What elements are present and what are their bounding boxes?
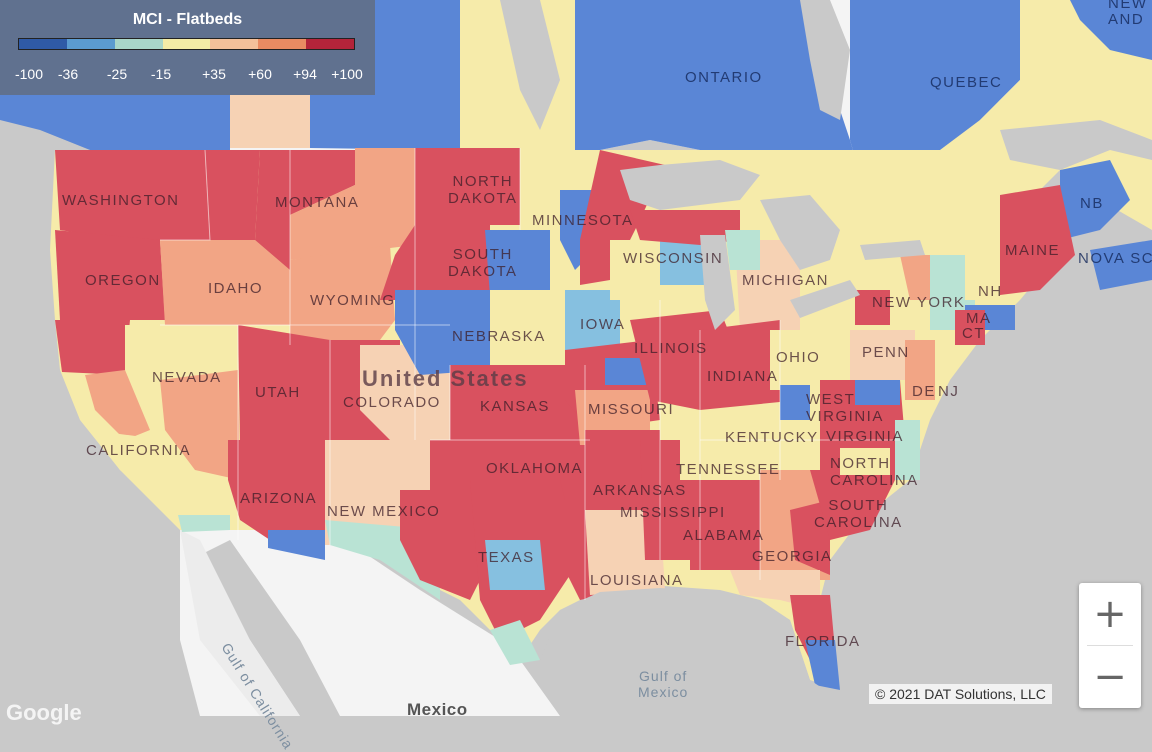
region-montana-west [255, 150, 355, 270]
region-ny-red [855, 290, 890, 325]
legend-swatch-5 [210, 39, 259, 49]
gulf-california [190, 540, 340, 716]
region-nebraska-east [490, 290, 560, 370]
region-vt [965, 255, 1000, 300]
legend-tick-8: +100 [331, 66, 363, 82]
state-borders [160, 148, 900, 600]
region-alabama [690, 480, 770, 570]
legend-tick-7: +94 [293, 66, 317, 82]
lake-ontario [860, 240, 925, 260]
region-east-mint [895, 420, 920, 480]
gulf-stlawrence [1000, 120, 1152, 170]
region-kentucky [700, 400, 800, 440]
region-kansas [450, 365, 585, 440]
region-wyoming [290, 245, 395, 345]
map-canvas[interactable] [0, 0, 1152, 716]
region-az-blue [268, 530, 325, 560]
legend-tick-6: +60 [248, 66, 272, 82]
ns-blue [1090, 240, 1152, 290]
alberta-peach [230, 95, 310, 148]
lake-winnipeg [500, 0, 560, 130]
lake-superior [620, 160, 760, 210]
lake-huron [760, 195, 840, 270]
lake-michigan [700, 235, 735, 330]
legend-tick-1: -100 [14, 66, 44, 82]
baja [180, 530, 300, 716]
region-nebraska-blue [395, 290, 490, 375]
region-arizona [228, 440, 330, 540]
legend-swatch-6 [258, 39, 307, 49]
region-texas-west [400, 490, 490, 600]
lake-erie [790, 280, 860, 318]
region-ca-mint [178, 515, 230, 532]
region-md-blue [855, 380, 900, 405]
color-legend: MCI - Flatbeds -100 -36 -25 -15 +35 +60 … [0, 0, 375, 95]
legend-swatch-7 [306, 39, 355, 49]
google-logo: Google [6, 700, 82, 725]
region-nc-yellow [840, 448, 890, 475]
canada-bc-blue [0, 95, 230, 150]
region-indiana [700, 320, 780, 420]
legend-tick-2: -36 [57, 66, 79, 82]
legend-swatch-1 [19, 39, 67, 49]
legend-tick-5: +35 [202, 66, 226, 82]
region-oregon [55, 230, 165, 320]
copyright-notice: © 2021 DAT Solutions, LLC [869, 684, 1052, 704]
labrador-blue [1070, 0, 1152, 60]
zoom-in-button[interactable]: + [1093, 591, 1127, 637]
region-montana-east [290, 148, 415, 260]
map-svg[interactable] [0, 0, 1152, 716]
region-texas-south [490, 620, 540, 665]
legend-color-bar [18, 38, 355, 50]
legend-tick-4: -15 [150, 66, 172, 82]
zoom-control: + − [1079, 583, 1141, 708]
region-michigan-mint [725, 230, 760, 270]
region-sd-blue [485, 230, 550, 295]
legend-tick-3: -25 [106, 66, 128, 82]
region-florida-blue [805, 640, 840, 690]
region-washington [55, 150, 210, 240]
legend-swatch-4 [162, 39, 211, 49]
legend-swatch-2 [66, 39, 115, 49]
region-tennessee [680, 430, 780, 480]
region-california-salmon [85, 370, 150, 440]
region-idaho-north [205, 150, 260, 240]
zoom-separator [1087, 645, 1133, 646]
region-maine [1000, 185, 1075, 295]
region-utah [238, 325, 330, 440]
lake-superior-top [800, 0, 850, 120]
region-south-dakota [380, 225, 490, 300]
nb-blue [1060, 160, 1130, 240]
region-iowa [565, 290, 620, 350]
legend-swatch-3 [114, 39, 163, 49]
region-nj [905, 340, 935, 400]
region-wv-blue [780, 385, 810, 420]
region-texas-lightblue [485, 540, 545, 590]
zoom-out-button[interactable]: − [1093, 654, 1127, 700]
region-oregon-south [55, 320, 130, 375]
region-wisconsin-yellow [610, 240, 660, 300]
region-nevada-salmon [160, 370, 240, 480]
region-pa [850, 330, 915, 380]
region-sc [810, 470, 900, 540]
region-ca-south [90, 430, 230, 520]
region-north-dakota [415, 148, 520, 225]
region-idaho [160, 240, 290, 325]
gulf-of-mexico [540, 588, 840, 716]
region-ma-red [955, 310, 985, 345]
region-georgia-red [790, 500, 830, 575]
region-ohio [770, 330, 840, 390]
legend-title: MCI - Flatbeds [132, 11, 243, 28]
